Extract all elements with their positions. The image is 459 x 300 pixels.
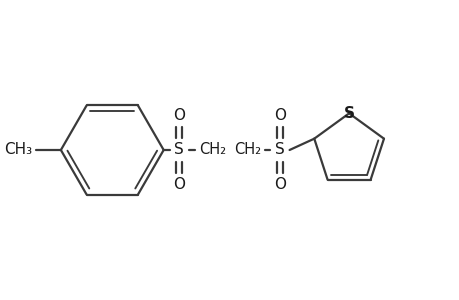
Text: S: S: [343, 106, 354, 121]
Text: O: O: [173, 177, 185, 192]
Text: CH₂: CH₂: [233, 142, 260, 158]
Text: S: S: [274, 142, 284, 158]
Text: O: O: [173, 108, 185, 123]
Text: S: S: [174, 142, 184, 158]
Text: O: O: [273, 108, 285, 123]
Text: O: O: [273, 177, 285, 192]
Text: CH₂: CH₂: [199, 142, 226, 158]
Text: CH₃: CH₃: [5, 142, 33, 158]
